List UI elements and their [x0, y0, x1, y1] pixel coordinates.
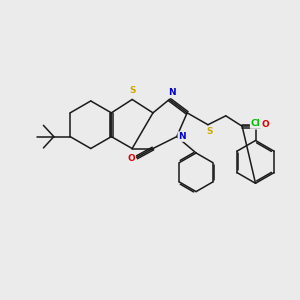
Text: O: O	[261, 120, 269, 129]
Text: Cl: Cl	[250, 119, 260, 128]
Text: N: N	[178, 132, 186, 141]
Text: S: S	[206, 127, 213, 136]
Text: N: N	[168, 88, 176, 98]
Text: S: S	[129, 86, 135, 95]
Text: O: O	[128, 154, 135, 164]
